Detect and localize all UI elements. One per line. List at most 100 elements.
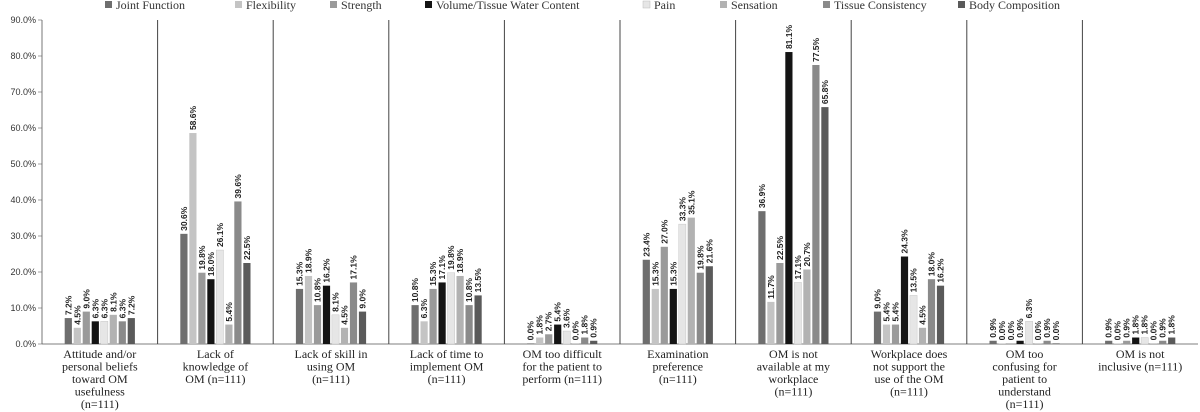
bar-volume-tissue-water-content: [91, 321, 99, 344]
bar-pain: [562, 330, 571, 345]
bar-tissue-consistency: [1159, 340, 1167, 344]
legend-label-tissue-consistency: Tissue Consistency: [834, 0, 927, 12]
data-label-flexibility: 1.8%: [535, 315, 545, 335]
bar-body-composition: [590, 340, 598, 344]
data-label-tissue-consistency: 17.1%: [349, 255, 359, 280]
bar-sensation: [109, 314, 117, 344]
data-label-tissue-consistency: 39.6%: [233, 174, 243, 199]
y-tick-label: 10.0%: [10, 303, 36, 313]
bar-strength: [1123, 340, 1131, 344]
data-label-joint-function: 10.8%: [410, 278, 420, 303]
data-label-joint-function: 7.2%: [63, 295, 73, 315]
data-label-joint-function: 36.9%: [757, 184, 767, 209]
legend-swatch-flexibility: [235, 1, 242, 8]
legend-swatch-volume-tissue-water-content: [425, 1, 432, 8]
bar-joint-function: [411, 305, 419, 344]
bar-body-composition: [474, 295, 482, 344]
category-label-line: Lack of time to: [410, 347, 484, 361]
category-label-line: for the patient to: [522, 360, 602, 374]
data-label-sensation: 35.1%: [686, 190, 696, 215]
legend-swatch-body-composition: [958, 1, 965, 8]
bar-sensation: [918, 327, 927, 344]
data-label-strength: 19.8%: [197, 245, 207, 270]
bar-sensation: [803, 269, 811, 344]
category-label: Lack of skill in using OM (n=111): [295, 347, 368, 386]
data-label-pain: 17.1%: [793, 255, 803, 280]
legend-swatch-joint-function: [105, 1, 112, 8]
category-label-line: (n=111): [81, 397, 119, 411]
data-label-flexibility: 18.9%: [304, 248, 314, 273]
data-label-joint-function: 9.0%: [873, 289, 883, 309]
data-label-strength: 10.8%: [313, 278, 323, 303]
y-tick-label: 0.0%: [15, 339, 36, 349]
bar-pain: [100, 321, 109, 345]
chart-legend: Joint Function Flexibility Strength Volume/…: [105, 0, 1060, 12]
data-label-pain: 3.6%: [562, 308, 572, 328]
legend-label-joint-function: Joint Function: [116, 0, 185, 12]
y-axis: 0.0% 10.0% 20.0% 30.0% 40.0% 50.0% 60.0% 70.0% 8…: [10, 15, 43, 349]
data-label-body-composition: 13.5%: [473, 268, 483, 293]
bar-body-composition: [1052, 343, 1060, 344]
category-label-line: Examination: [647, 347, 708, 361]
bar-flexibility: [304, 275, 313, 344]
bar-pain: [794, 282, 802, 345]
bar-tissue-consistency: [927, 279, 936, 344]
data-label-pain: 19.8%: [446, 245, 456, 270]
bar-tissue-consistency: [1043, 340, 1051, 344]
bar-flexibility: [73, 327, 81, 344]
data-label-sensation: 8.1%: [108, 292, 118, 312]
bar-body-composition: [243, 263, 251, 344]
data-label-pain: 6.3%: [99, 299, 109, 319]
bar-pain: [909, 295, 918, 345]
category-label-line: patient to: [1002, 372, 1047, 386]
data-label-pain: 6.3%: [1024, 299, 1034, 319]
data-label-joint-function: 0.9%: [988, 318, 998, 338]
category-label: Attitude and/or personal beliefs toward OM…: [62, 347, 138, 411]
bar-joint-function: [758, 211, 766, 344]
data-label-volume-tissue-water-content: 5.4%: [553, 302, 563, 322]
legend-label-volume-tissue-water-content: Volume/Tissue Water Content: [436, 0, 580, 12]
data-label-tissue-consistency: 6.3%: [117, 299, 127, 319]
category-label-line: using OM: [307, 360, 356, 374]
data-label-strength: 0.0%: [1006, 321, 1016, 341]
bar-flexibility: [1114, 343, 1122, 344]
data-label-flexibility: 6.3%: [419, 299, 429, 319]
data-label-body-composition: 22.5%: [242, 235, 252, 260]
category-label: Lack of knowledge of OM (n=111): [183, 347, 249, 386]
data-label-volume-tissue-water-content: 1.8%: [1131, 315, 1141, 335]
data-label-joint-function: 30.6%: [179, 206, 189, 231]
bar-strength: [429, 288, 437, 344]
bar-strength: [198, 272, 206, 344]
y-tick-label: 20.0%: [10, 267, 36, 277]
bar-volume-tissue-water-content: [322, 285, 331, 344]
data-label-strength: 27.0%: [659, 219, 669, 244]
data-label-body-composition: 16.2%: [936, 258, 946, 283]
category-label-line: perform (n=111): [522, 372, 602, 386]
bar-flexibility: [882, 324, 891, 344]
category-label-line: preference: [652, 360, 703, 374]
data-label-tissue-consistency: 19.8%: [695, 245, 705, 270]
data-label-sensation: 0.0%: [571, 321, 581, 341]
panel-dividers: [42, 20, 1198, 345]
bar-body-composition: [936, 285, 945, 344]
data-label-flexibility: 0.0%: [1113, 321, 1123, 341]
legend-label-strength: Strength: [341, 0, 382, 12]
bar-flexibility: [998, 343, 1006, 344]
data-labels: 7.2%4.5%9.0%6.3% 6.3% 8.1% 6.3% 7.2%30.6%58.…: [63, 24, 1176, 340]
legend-label-flexibility: Flexibility: [246, 0, 296, 12]
category-label: Examination preference (n=111): [647, 347, 708, 386]
category-label-line: (n=111): [1006, 397, 1044, 411]
data-label-volume-tissue-water-content: 18.0%: [206, 252, 216, 277]
bar-pain: [216, 249, 224, 345]
bar-tissue-consistency: [118, 321, 126, 344]
data-label-flexibility: 11.7%: [766, 275, 776, 299]
bar-volume-tissue-water-content: [207, 279, 215, 344]
bar-tissue-consistency: [581, 337, 589, 344]
data-label-pain: 1.8%: [1140, 315, 1150, 335]
bar-tissue-consistency: [349, 282, 358, 344]
category-label-line: (n=111): [659, 372, 697, 386]
bar-volume-tissue-water-content: [900, 256, 909, 344]
category-label: Workplace does not support the use of the …: [871, 347, 948, 399]
bar-sensation: [456, 275, 464, 344]
bar-body-composition: [705, 266, 713, 344]
